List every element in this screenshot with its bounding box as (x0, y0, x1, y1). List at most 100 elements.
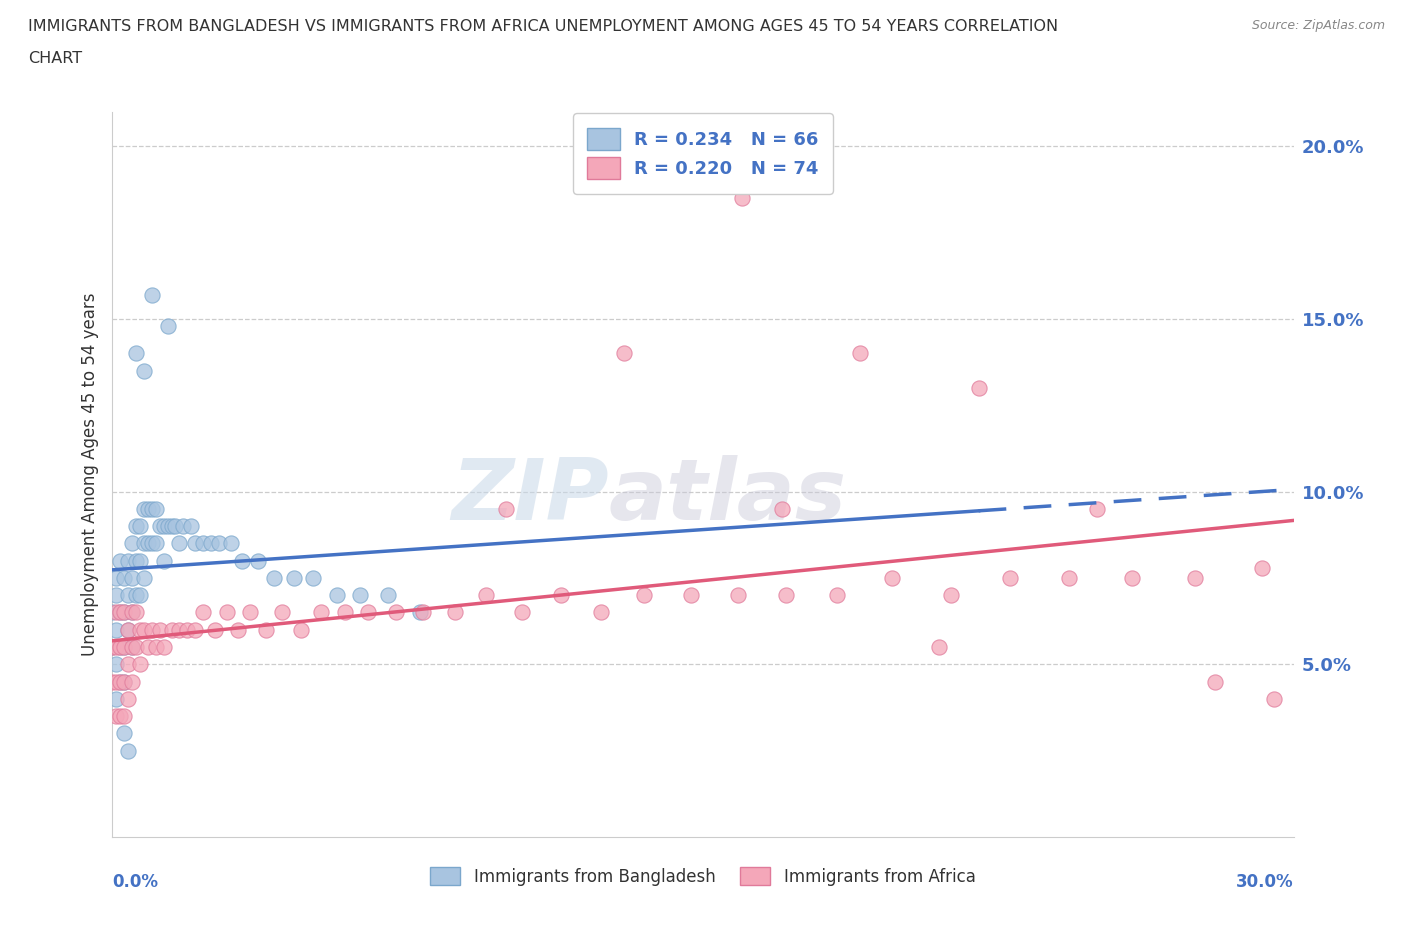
Point (928, 640, 950, 655)
Point (204, 622, 226, 637)
Point (110, 709, 132, 724)
Point (156, 318, 179, 333)
Point (117, 743, 139, 758)
Point (112, 605, 135, 620)
Point (110, 674, 132, 689)
Point (121, 605, 143, 620)
Point (112, 709, 135, 724)
Point (117, 588, 139, 603)
Point (110, 553, 132, 568)
Point (172, 519, 194, 534)
Point (105, 674, 128, 689)
Point (326, 588, 349, 603)
Point (495, 501, 517, 516)
Point (125, 346, 148, 361)
Point (145, 501, 167, 516)
Point (184, 622, 207, 637)
Point (125, 519, 148, 534)
Point (117, 657, 139, 671)
Point (681, 588, 703, 603)
Point (121, 536, 143, 551)
Point (125, 605, 148, 620)
Point (998, 570, 1021, 585)
Text: atlas: atlas (609, 455, 846, 538)
Point (731, 191, 754, 206)
Point (129, 519, 152, 534)
Point (160, 622, 183, 637)
Point (132, 501, 155, 516)
Point (117, 553, 139, 568)
Text: ZIP: ZIP (451, 455, 609, 538)
Point (200, 536, 222, 551)
Point (112, 640, 135, 655)
Point (117, 691, 139, 706)
Point (105, 605, 128, 620)
Point (132, 622, 155, 637)
Point (191, 536, 214, 551)
Point (132, 570, 155, 585)
Point (349, 588, 371, 603)
Point (121, 605, 143, 620)
Point (1251, 560, 1274, 575)
Point (121, 674, 143, 689)
Point (180, 519, 202, 534)
Text: 30.0%: 30.0% (1236, 873, 1294, 891)
Point (141, 622, 163, 637)
Point (129, 657, 152, 671)
Point (309, 605, 332, 620)
Point (152, 519, 174, 534)
Text: CHART: CHART (28, 51, 82, 66)
Point (169, 622, 191, 637)
Point (1057, 570, 1080, 585)
Point (125, 553, 148, 568)
Point (125, 588, 148, 603)
Point (129, 588, 152, 603)
Point (110, 605, 132, 620)
Point (475, 588, 498, 603)
Point (1121, 570, 1143, 585)
Point (208, 536, 231, 551)
Point (101, 674, 124, 689)
Point (377, 588, 399, 603)
Point (136, 536, 159, 551)
Point (121, 570, 143, 585)
Point (132, 364, 155, 379)
Point (1263, 691, 1285, 706)
Point (444, 605, 467, 620)
Point (357, 605, 380, 620)
Point (825, 588, 848, 603)
Point (112, 726, 135, 741)
Point (112, 570, 135, 585)
Point (1204, 674, 1226, 689)
Text: IMMIGRANTS FROM BANGLADESH VS IMMIGRANTS FROM AFRICA UNEMPLOYMENT AMONG AGES 45 : IMMIGRANTS FROM BANGLADESH VS IMMIGRANTS… (28, 19, 1059, 33)
Point (141, 501, 163, 516)
Point (270, 605, 292, 620)
Point (254, 622, 277, 637)
Y-axis label: Unemployment Among Ages 45 to 54 years: Unemployment Among Ages 45 to 54 years (80, 293, 98, 656)
Point (775, 588, 797, 603)
Point (176, 622, 198, 637)
Point (110, 640, 132, 655)
Point (110, 605, 132, 620)
Point (125, 640, 148, 655)
Point (141, 536, 163, 551)
Point (1184, 570, 1206, 585)
Point (633, 588, 655, 603)
Point (129, 553, 152, 568)
Point (290, 622, 312, 637)
Point (302, 570, 325, 585)
Point (263, 570, 285, 585)
Point (101, 640, 124, 655)
Point (110, 674, 132, 689)
Point (727, 588, 749, 603)
Point (136, 501, 159, 516)
Point (145, 536, 167, 551)
Point (145, 640, 167, 655)
Point (105, 709, 128, 724)
Point (105, 640, 128, 655)
Point (149, 519, 172, 534)
Legend: Immigrants from Bangladesh, Immigrants from Africa: Immigrants from Bangladesh, Immigrants f… (422, 859, 984, 894)
Point (112, 640, 135, 655)
Point (219, 536, 242, 551)
Point (215, 605, 238, 620)
